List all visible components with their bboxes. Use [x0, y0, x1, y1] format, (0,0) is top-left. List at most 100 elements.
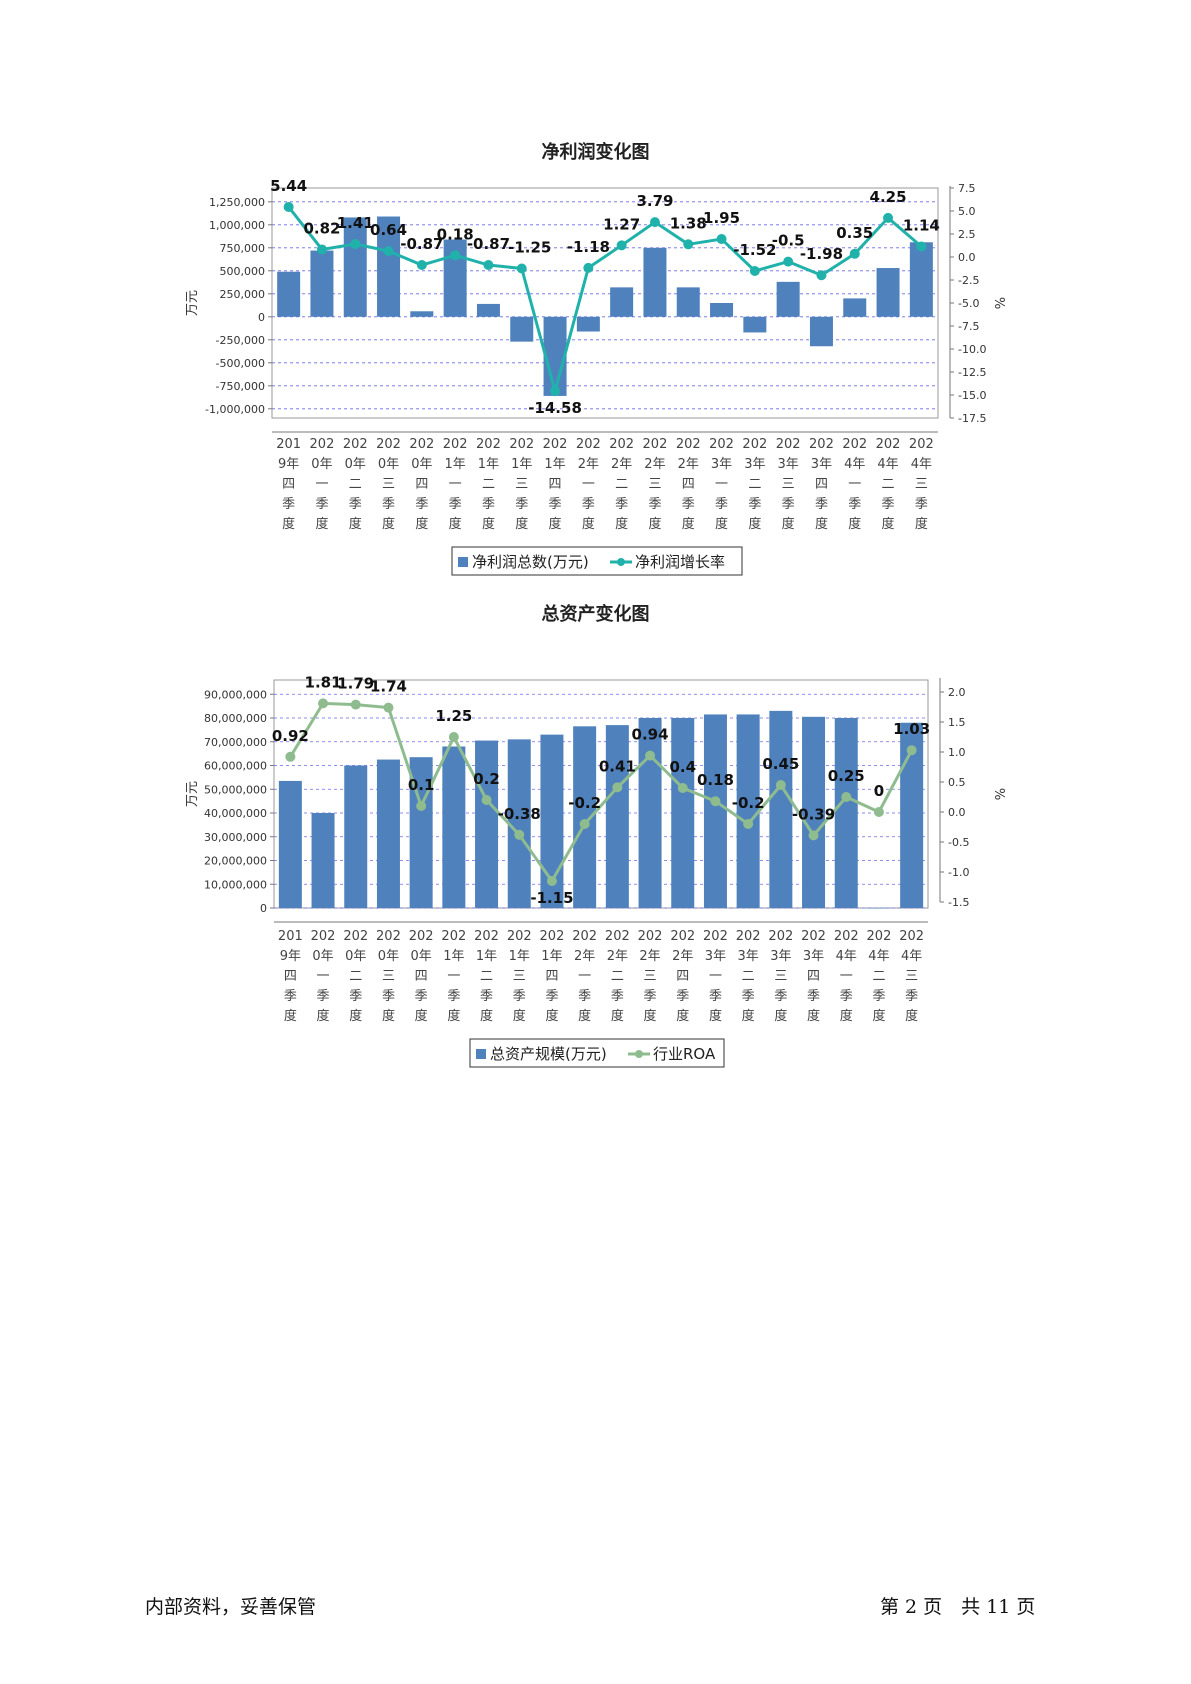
right-axis-tick-label: -10.0: [958, 343, 986, 356]
bar: [442, 746, 466, 908]
category-tick-label: 202 1年二季度: [476, 437, 501, 532]
data-label: 0.45: [762, 755, 799, 773]
line-point: [583, 262, 594, 273]
line-point: [450, 250, 461, 261]
right-axis-tick-label: 1.5: [948, 716, 966, 729]
line-point: [416, 260, 427, 271]
left-axis-label: 万元: [185, 290, 200, 316]
category-tick-label: 202 1年一季度: [441, 929, 466, 1024]
category-tick-label: 202 0年一季度: [311, 929, 336, 1024]
left-axis-tick-label: -750,000: [216, 380, 265, 393]
right-axis-tick-label: -2.5: [958, 274, 979, 287]
right-axis-tick-label: -0.5: [948, 836, 969, 849]
bar: [867, 908, 891, 909]
left-axis-tick-label: 1,000,000: [209, 219, 265, 232]
left-axis-tick-label: 60,000,000: [204, 760, 267, 773]
bar: [540, 734, 564, 908]
left-axis-tick-label: -1,000,000: [205, 403, 265, 416]
category-tick-label: 202 3年一季度: [709, 437, 734, 532]
right-axis-tick-label: 0.0: [948, 806, 966, 819]
bar: [443, 239, 467, 317]
category-tick-label: 202 0年二季度: [343, 929, 368, 1024]
left-axis-tick-label: 750,000: [220, 242, 266, 255]
right-axis-tick-label: -1.5: [948, 896, 969, 909]
data-label: -0.2: [732, 794, 765, 812]
left-axis-tick-label: 10,000,000: [204, 878, 267, 891]
left-axis-tick-label: 20,000,000: [204, 855, 267, 868]
category-tick-label: 202 1年一季度: [443, 437, 468, 532]
line-point: [383, 702, 394, 713]
right-axis-label: %: [994, 297, 1009, 309]
line-point: [906, 745, 917, 756]
left-axis-tick-label: 500,000: [220, 265, 266, 278]
data-label: -14.58: [528, 399, 582, 417]
category-tick-label: 202 0年四季度: [409, 437, 434, 532]
right-axis-tick-label: -1.0: [948, 866, 969, 879]
line-point: [318, 698, 329, 709]
line-point: [316, 244, 327, 255]
category-tick-label: 202 3年二季度: [742, 437, 767, 532]
series-line: [289, 701, 913, 884]
legend-box: [451, 546, 743, 576]
bar: [576, 316, 600, 332]
line-point: [283, 201, 294, 212]
data-label: 5.44: [270, 177, 307, 195]
data-label: 1.95: [703, 209, 740, 227]
left-axis-label: 万元: [185, 781, 200, 807]
bar: [610, 287, 634, 317]
category-tick-label: 202 2年二季度: [605, 929, 630, 1024]
data-label: -0.5: [772, 232, 805, 250]
category-tick-label: 202 2年一季度: [572, 929, 597, 1024]
left-axis-tick-label: -250,000: [216, 334, 265, 347]
legend-line-label: 净利润增长率: [635, 553, 725, 571]
legend-line-marker: [617, 558, 625, 566]
right-axis-tick-label: -12.5: [958, 366, 986, 379]
bar: [743, 316, 767, 333]
total-assets-chart: 0 10,000,000 20,000,000 30,000,000 40,000,00…: [185, 673, 1009, 1068]
bar: [475, 740, 499, 908]
category-tick-label: 202 3年三季度: [776, 437, 801, 532]
legend: 净利润总数(万元) 净利润增长率: [451, 546, 743, 576]
bar: [676, 287, 700, 317]
category-tick-label: 202 0年二季度: [343, 437, 368, 532]
bar: [769, 710, 793, 908]
bar: [507, 739, 531, 908]
line-point: [841, 792, 852, 802]
category-tick-label: 202 1年二季度: [474, 929, 499, 1024]
category-tick-label: 202 4年三季度: [899, 929, 924, 1024]
line-point: [849, 248, 860, 259]
bar: [277, 271, 301, 317]
data-label: -1.25: [508, 239, 551, 257]
line-point: [649, 217, 660, 228]
bar: [843, 298, 867, 317]
series-line: [287, 206, 923, 397]
category-tick-label: 202 2年四季度: [676, 437, 701, 532]
right-axis-tick-label: 5.0: [958, 205, 976, 218]
line-point: [514, 829, 525, 840]
bar: [809, 316, 833, 347]
line-point: [916, 241, 927, 252]
legend-line-label: 行业ROA: [653, 1045, 716, 1063]
line-point: [883, 212, 894, 223]
data-label: -1.98: [800, 245, 843, 263]
bar: [410, 311, 434, 317]
line-point: [350, 699, 361, 710]
category-tick-label: 202 1年三季度: [507, 929, 532, 1024]
category-tick-label: 202 3年四季度: [801, 929, 826, 1024]
right-axis-label: %: [994, 788, 1009, 800]
bar: [834, 718, 858, 908]
data-label: 0.35: [836, 224, 873, 242]
bar: [776, 281, 800, 317]
data-label: 1.41: [337, 214, 374, 232]
line-point: [775, 780, 786, 790]
category-tick-label: 202 2年四季度: [670, 929, 695, 1024]
line-point: [516, 263, 527, 274]
data-label: 0.82: [303, 219, 340, 237]
bar: [802, 716, 826, 908]
data-label: -1.52: [733, 241, 776, 259]
bar: [376, 759, 400, 908]
line-point: [481, 795, 492, 805]
total-assets-chart-title: 总资产变化图: [541, 604, 650, 625]
category-tick-label: 202 0年三季度: [376, 437, 401, 532]
data-label: -1.18: [567, 238, 610, 256]
